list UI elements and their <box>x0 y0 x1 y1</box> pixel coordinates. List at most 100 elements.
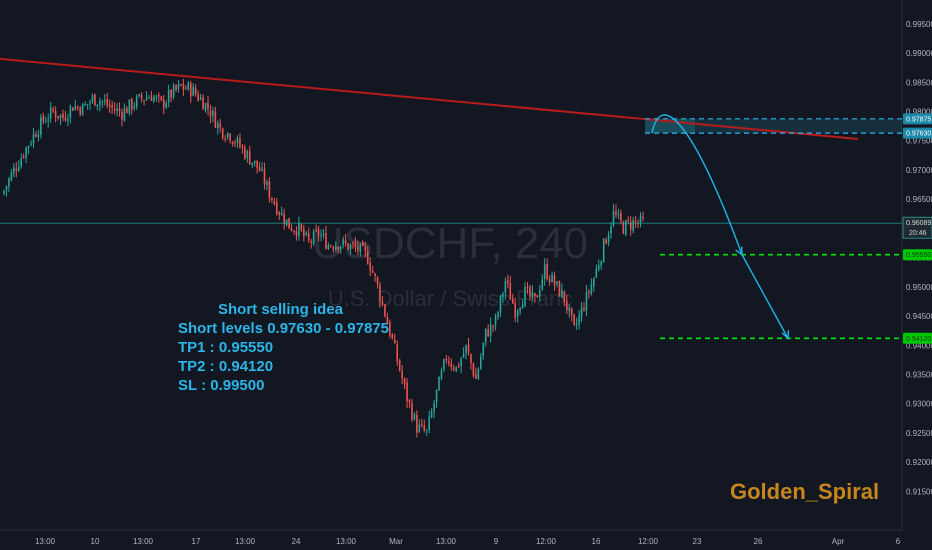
candle-body <box>108 104 111 107</box>
candle-body <box>593 278 595 287</box>
candle-body <box>448 361 450 364</box>
candle-body <box>413 414 416 420</box>
candle-body <box>256 160 258 168</box>
candle-body <box>192 86 195 96</box>
candle-body <box>202 97 204 110</box>
candle-body <box>40 117 42 135</box>
candle-body <box>450 363 453 367</box>
bar-countdown: 20:46 <box>909 230 927 237</box>
short-lower-price-tag-bg <box>903 127 932 139</box>
current-price-tag: 0.96089 <box>906 220 931 227</box>
short-upper-price-tag-bg <box>903 113 932 125</box>
candle-body <box>10 172 13 181</box>
candle-body <box>94 94 96 106</box>
candle-body <box>369 262 371 271</box>
candle-body <box>602 238 605 262</box>
candle-body <box>212 110 214 116</box>
candle-body <box>605 239 607 244</box>
candle-body <box>460 358 462 367</box>
projection-arrow[interactable] <box>651 114 789 339</box>
candle-body <box>180 84 182 86</box>
candle-body <box>268 181 271 199</box>
short-zone-box[interactable] <box>645 118 902 134</box>
candle-body <box>455 366 458 371</box>
time-axis[interactable]: 13:00 10 13:00 17 13:00 24 13:00 Mar 13:00 9 12:00… <box>35 537 901 546</box>
candle-body <box>465 345 467 354</box>
time-tick-label: Apr <box>832 537 845 546</box>
candle-body <box>627 219 630 221</box>
candle-body <box>524 286 526 306</box>
candle-body <box>374 273 376 276</box>
candle-body <box>236 137 239 144</box>
candle-body <box>231 141 234 144</box>
candle-body <box>293 230 295 232</box>
candle-body <box>548 278 551 282</box>
candle-body <box>511 298 514 304</box>
candle-body <box>529 286 531 297</box>
candle-body <box>111 105 113 108</box>
candle-body <box>509 282 512 300</box>
candle-body <box>553 275 556 286</box>
short-upper-price-tag: 0.97875 <box>906 116 931 123</box>
candle-body <box>428 416 430 431</box>
candle-body <box>103 100 106 102</box>
candle-body <box>349 244 352 250</box>
candle-body <box>153 96 155 102</box>
candle-body <box>303 229 305 237</box>
candle-body <box>199 97 202 100</box>
resistance-trendline[interactable] <box>0 57 859 140</box>
candle-body <box>430 411 433 418</box>
candle-body <box>330 245 332 247</box>
price-tick-label: 0.91500 <box>906 487 932 496</box>
candle-body <box>617 213 620 216</box>
candle-body <box>546 263 548 280</box>
candle-body <box>62 113 64 119</box>
candle-body <box>472 363 475 376</box>
candle-body <box>258 167 261 172</box>
candle-body <box>624 220 627 235</box>
candle-body <box>396 344 399 362</box>
candle-body <box>556 281 558 285</box>
price-tick-label: 0.99500 <box>906 20 932 29</box>
candle-body <box>507 280 509 283</box>
annotation-title: Short selling idea <box>218 301 344 318</box>
candle-body <box>541 279 544 290</box>
candle-body <box>425 429 428 431</box>
candle-body <box>67 118 69 122</box>
trade-idea-annotation[interactable]: Short selling idea Short levels 0.97630 … <box>178 301 389 394</box>
candle-body <box>177 83 180 89</box>
candle-body <box>423 425 426 431</box>
candle-body <box>54 110 57 118</box>
candle-body <box>401 370 403 379</box>
candle-body <box>391 334 394 339</box>
candle-body <box>492 325 494 327</box>
candle-body <box>42 116 45 122</box>
candle-body <box>561 290 563 298</box>
candle-body <box>327 245 330 249</box>
candle-body <box>583 307 585 310</box>
candle-body <box>89 101 91 104</box>
candle-body <box>639 215 642 223</box>
candle-body <box>433 403 435 412</box>
candle-body <box>246 151 249 158</box>
candle-body <box>570 307 573 316</box>
candle-body <box>64 117 67 121</box>
candle-body <box>393 339 396 344</box>
candle-body <box>315 229 317 231</box>
candle-body <box>32 133 35 144</box>
candle-body <box>521 304 524 309</box>
candle-body <box>634 220 637 222</box>
time-tick-label: 10 <box>91 537 100 546</box>
candle-body <box>462 353 465 358</box>
candle-body <box>381 301 384 304</box>
candle-body <box>563 290 566 302</box>
candle-body <box>271 197 273 201</box>
candle-body <box>143 100 145 102</box>
candle-body <box>607 234 610 243</box>
target-tp1-price-tag: 0.95550 <box>906 252 931 259</box>
candle-body <box>47 119 50 121</box>
candle-body <box>37 134 40 138</box>
